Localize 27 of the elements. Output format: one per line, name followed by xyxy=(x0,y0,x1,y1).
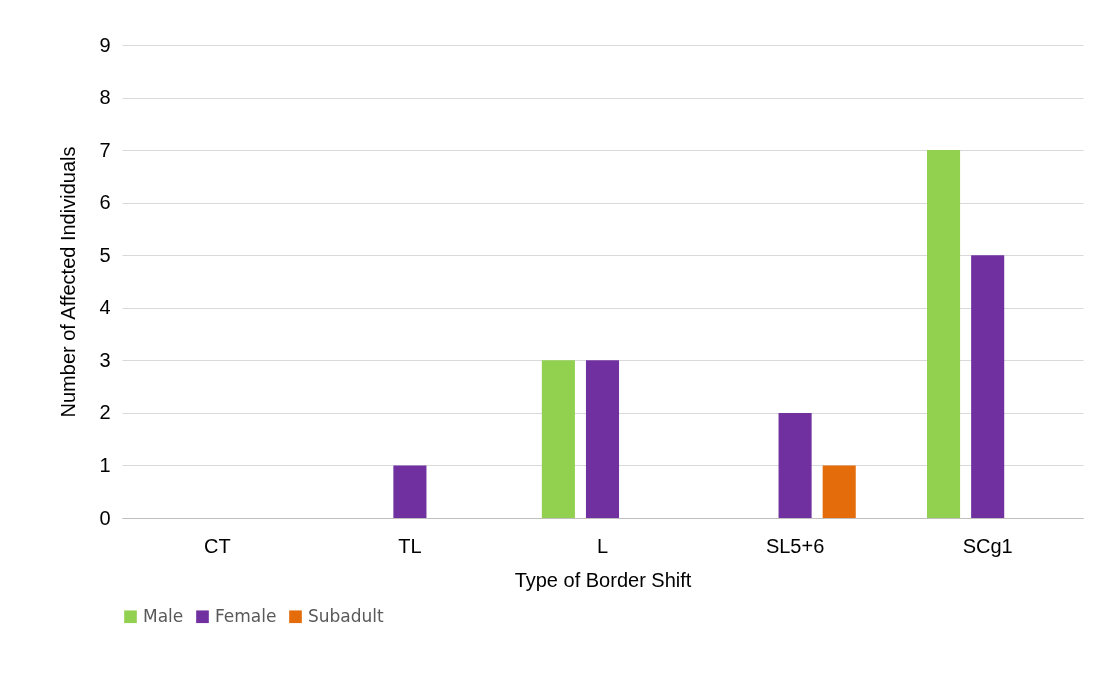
legend-label: Female xyxy=(215,605,277,626)
y-tick-label: 6 xyxy=(99,191,111,214)
bar xyxy=(585,360,620,518)
x-tick-label: TL xyxy=(398,534,422,557)
x-tick-label: L xyxy=(596,534,609,557)
y-axis-title: Number of Affected Individuals xyxy=(57,146,80,418)
bar xyxy=(393,465,427,518)
x-tick-label: CT xyxy=(203,534,231,557)
bar xyxy=(971,255,1005,518)
bar xyxy=(778,412,812,518)
x-axis-title: Type of Border Shift xyxy=(514,568,692,591)
x-tick-label: SCg1 xyxy=(962,534,1013,557)
bar xyxy=(541,360,575,518)
y-tick-label: 1 xyxy=(99,453,111,476)
y-tick-label: 7 xyxy=(99,138,111,161)
y-tick-label: 9 xyxy=(99,33,111,56)
y-tick-label: 0 xyxy=(99,506,111,529)
bar xyxy=(927,150,961,518)
legend-label: Subadult xyxy=(308,605,385,626)
y-tick-label: 4 xyxy=(99,296,111,319)
y-tick-label: 2 xyxy=(99,401,111,424)
y-tick-label: 5 xyxy=(99,243,111,266)
y-tick-label: 8 xyxy=(99,86,111,109)
legend-label: Male xyxy=(143,605,184,626)
bar xyxy=(822,465,856,518)
x-tick-label: SL5+6 xyxy=(765,534,825,557)
y-tick-label: 3 xyxy=(99,348,111,371)
